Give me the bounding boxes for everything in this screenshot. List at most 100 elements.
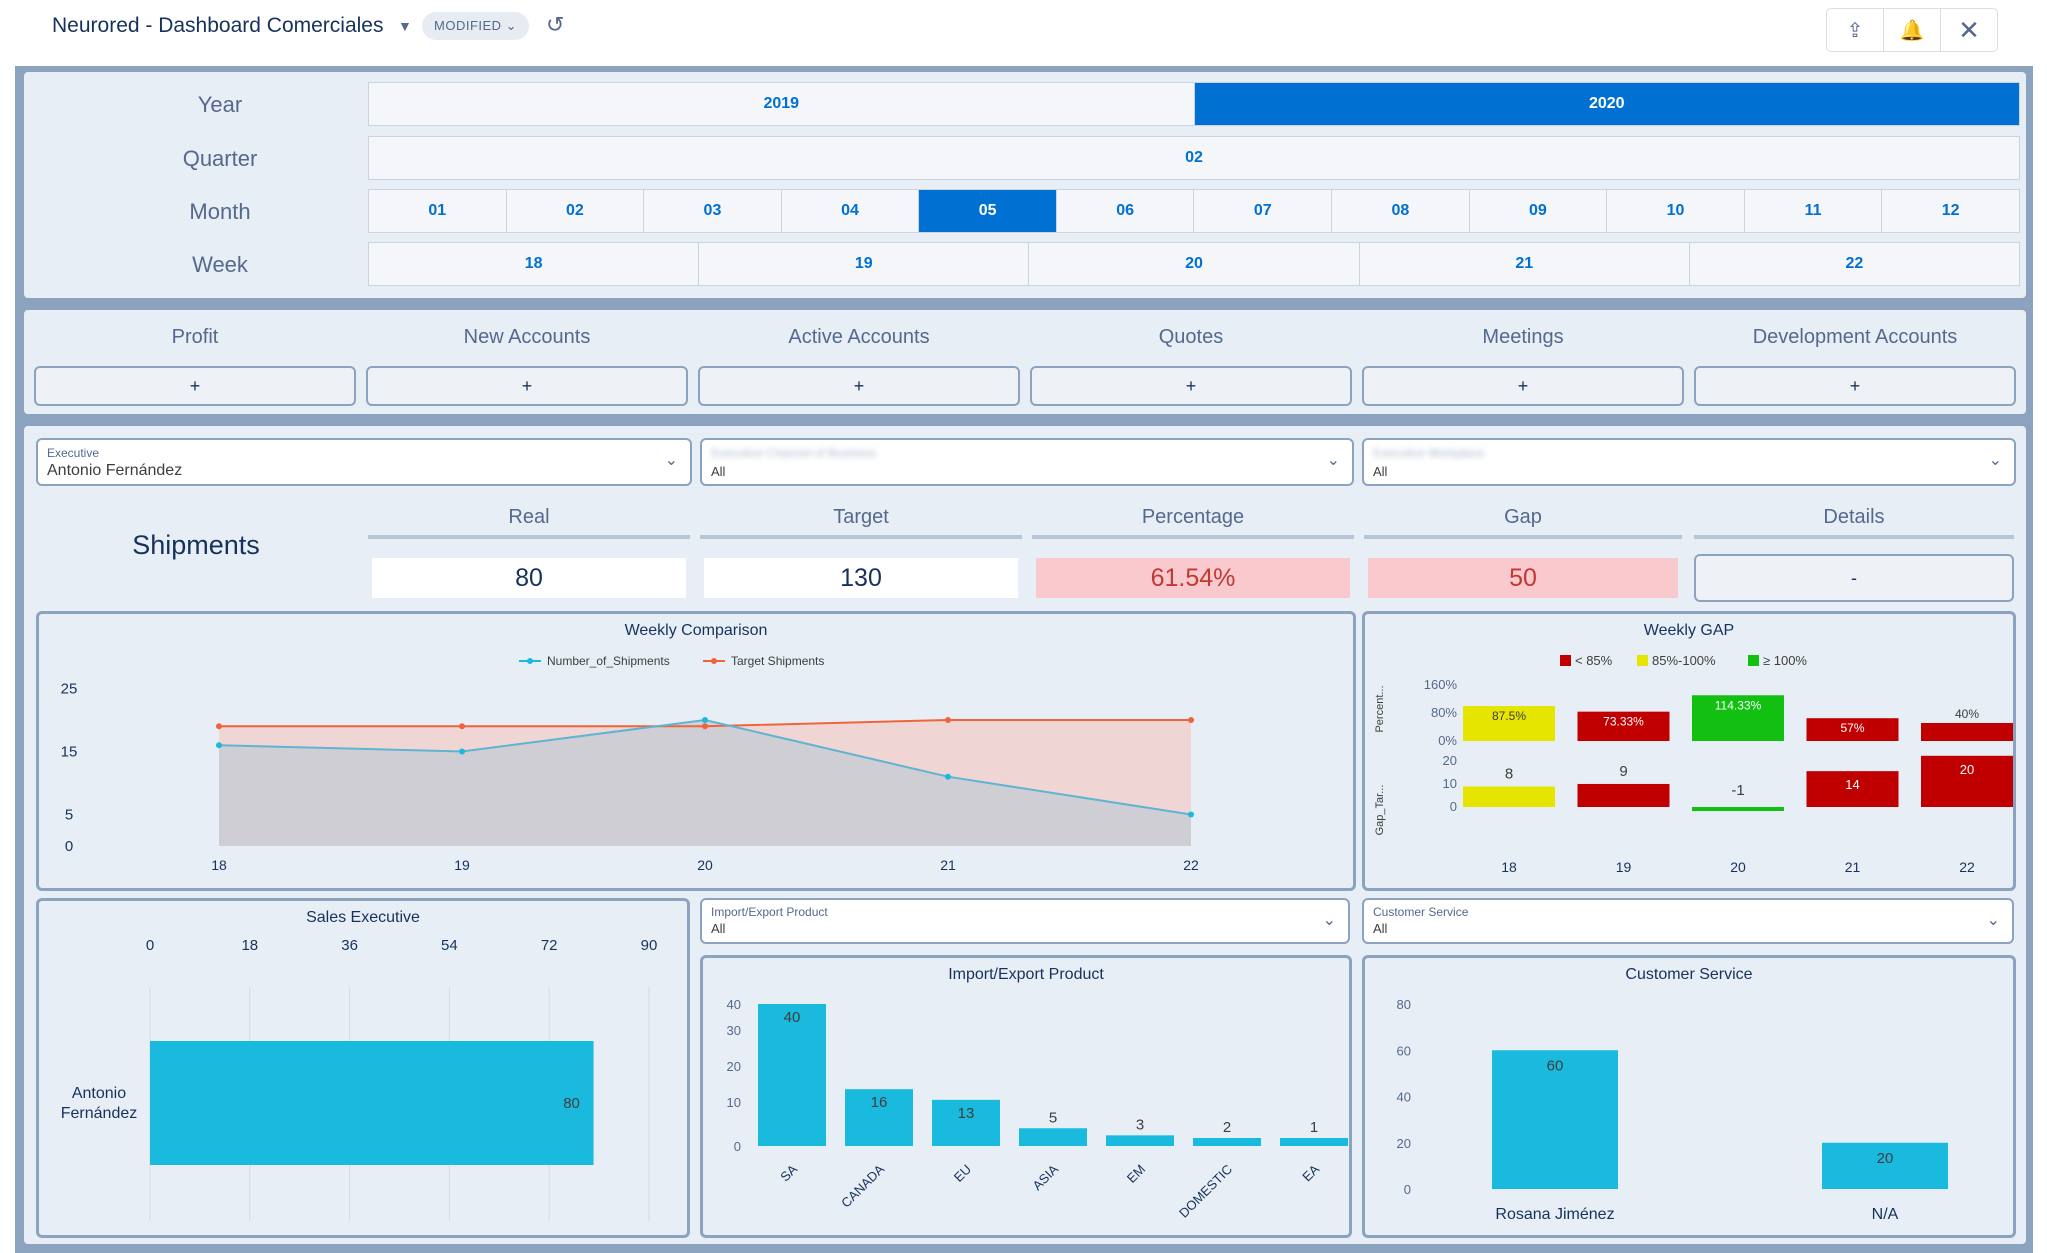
real-value: 80 <box>372 558 686 598</box>
gap-bar <box>1806 771 1899 807</box>
bar-value-label: 3 <box>1136 1116 1144 1133</box>
metric-button-active-accounts[interactable]: + <box>698 366 1020 406</box>
month-option-06[interactable]: 06 <box>1057 190 1195 232</box>
import-export-dropdown[interactable]: Import/Export Product All ⌄ <box>700 898 1350 944</box>
workplace-dropdown[interactable]: Executive Workplace All ⌄ <box>1362 438 2016 486</box>
month-option-11[interactable]: 11 <box>1745 190 1883 232</box>
title-dropdown-icon[interactable]: ▼ <box>398 18 412 34</box>
shipments-point <box>702 717 708 723</box>
undo-icon[interactable]: ↺ <box>546 12 565 37</box>
legend-swatch <box>1748 655 1759 666</box>
customer-service-dropdown[interactable]: Customer Service All ⌄ <box>1362 898 2014 944</box>
percent-bar-label: 114.33% <box>1715 698 1762 712</box>
customer-service-bar <box>1822 1142 1948 1189</box>
app-header: Neurored - Dashboard Comerciales ▼ MODIF… <box>0 0 2047 58</box>
import-export-bar <box>1193 1138 1261 1146</box>
customer-service-dropdown-value: All <box>1373 921 1388 936</box>
y-tick-label: 15 <box>61 744 78 761</box>
month-option-07[interactable]: 07 <box>1194 190 1333 232</box>
gap-bar-label: 8 <box>1505 766 1513 783</box>
percent-bar <box>1577 711 1670 741</box>
weekly-gap-chart: < 85% 85%-100% ≥ 100% Percent... Gap_Tar... 1… <box>1374 653 2013 875</box>
month-option-02[interactable]: 02 <box>507 190 645 232</box>
week-option-18[interactable]: 18 <box>369 243 700 285</box>
x-tick-label: 90 <box>641 937 658 954</box>
metric-button-meetings[interactable]: + <box>1362 366 1684 406</box>
metric-button-development-accounts[interactable]: + <box>1694 366 2016 406</box>
channel-dropdown[interactable]: Executive Channel of Business All ⌄ <box>700 438 1354 486</box>
bar-value-label: 60 <box>1547 1057 1564 1074</box>
metric-button-new-accounts[interactable]: + <box>366 366 688 406</box>
weekly-comparison-chart: Number_of_Shipments Target Shipments 0 5 15 2… <box>61 654 1199 873</box>
executive-dropdown[interactable]: Executive Antonio Fernández ⌄ <box>36 438 692 486</box>
legend-marker-target <box>711 658 717 664</box>
bar-value-label: 13 <box>958 1105 975 1122</box>
month-option-10[interactable]: 10 <box>1607 190 1745 232</box>
channel-dropdown-label: Executive Channel of Business <box>711 446 877 460</box>
month-option-05[interactable]: 05 <box>919 190 1057 232</box>
quarter-option-02[interactable]: 02 <box>1185 149 1203 166</box>
header-actions: ⇪ 🔔 ✕ <box>1826 8 1998 52</box>
x-tick-label: EU <box>951 1162 974 1185</box>
weekly-gap-title: Weekly GAP <box>1643 622 1735 639</box>
year-label: Year <box>197 92 243 117</box>
gap-tick-label: 10 <box>1443 776 1457 791</box>
percent-bar-label: 73.33% <box>1603 715 1644 729</box>
target-value: 130 <box>704 558 1018 598</box>
metric-button-profit[interactable]: + <box>34 366 356 406</box>
week-option-21[interactable]: 21 <box>1360 243 1690 285</box>
target-point <box>702 723 708 730</box>
year-option-2019[interactable]: 2019 <box>369 83 1195 125</box>
month-option-09[interactable]: 09 <box>1470 190 1608 232</box>
week-label: Week <box>192 252 248 277</box>
x-tick-label: 36 <box>341 937 358 954</box>
x-tick-label: EA <box>1299 1161 1322 1184</box>
percent-bar-label: 57% <box>1840 721 1864 735</box>
shipments-title: Shipments <box>132 530 260 560</box>
percent-tick-label: 160% <box>1424 677 1458 692</box>
target-point <box>1188 717 1194 723</box>
header-real: Real <box>368 506 690 539</box>
x-tick-label: 18 <box>211 857 227 873</box>
y-tick-label: 5 <box>65 807 73 824</box>
header-target: Target <box>700 506 1022 539</box>
gap-bar <box>1577 783 1670 807</box>
shipments-point <box>945 773 951 780</box>
month-option-01[interactable]: 01 <box>369 190 507 232</box>
modified-badge[interactable]: MODIFIED ⌄ <box>422 12 530 40</box>
close-icon[interactable]: ✕ <box>1958 14 1980 45</box>
x-tick-label: N/A <box>1872 1206 1899 1223</box>
shipments-point <box>216 742 222 749</box>
gap-bar <box>1921 755 2013 807</box>
month-option-04[interactable]: 04 <box>782 190 920 232</box>
year-option-2020[interactable]: 2020 <box>1194 83 2019 125</box>
header-gap: Gap <box>1364 506 1682 539</box>
header-percentage: Percentage <box>1032 506 1354 539</box>
week-option-19[interactable]: 19 <box>699 243 1030 285</box>
percent-bar-label: 40% <box>1955 707 1979 721</box>
month-option-08[interactable]: 08 <box>1332 190 1470 232</box>
x-tick-label: 22 <box>1959 859 1975 875</box>
legend-label: ≥ 100% <box>1763 653 1807 668</box>
y-tick-label: 20 <box>1397 1136 1411 1151</box>
legend-marker-shipments <box>527 658 533 664</box>
share-icon[interactable]: ⇪ <box>1827 9 1884 51</box>
bar-value-label: 40 <box>784 1009 801 1026</box>
x-tick-label: 19 <box>454 857 470 873</box>
dashboard-title: Neurored - Dashboard Comerciales <box>52 14 384 37</box>
legend-label: < 85% <box>1575 653 1613 668</box>
week-option-22[interactable]: 22 <box>1845 255 1864 272</box>
month-option-03[interactable]: 03 <box>644 190 782 232</box>
month-option-12[interactable]: 12 <box>1941 202 1960 219</box>
percent-bar <box>1692 695 1784 741</box>
metric-label-meetings: Meetings <box>1482 326 1564 348</box>
details-button[interactable]: - <box>1694 554 2014 602</box>
week-option-20[interactable]: 20 <box>1029 243 1360 285</box>
percent-bar <box>1463 706 1555 741</box>
y-tick-label: 0 <box>65 838 73 855</box>
bar-value-label: 5 <box>1049 1109 1057 1126</box>
metric-button-quotes[interactable]: + <box>1030 366 1352 406</box>
y-tick-label: 25 <box>61 681 78 698</box>
subscribe-bell-icon[interactable]: 🔔 <box>1884 9 1941 51</box>
import-export-card: Import/Export Product 40 30 20 10 0 40 SA 16 CAN… <box>700 955 1352 1238</box>
